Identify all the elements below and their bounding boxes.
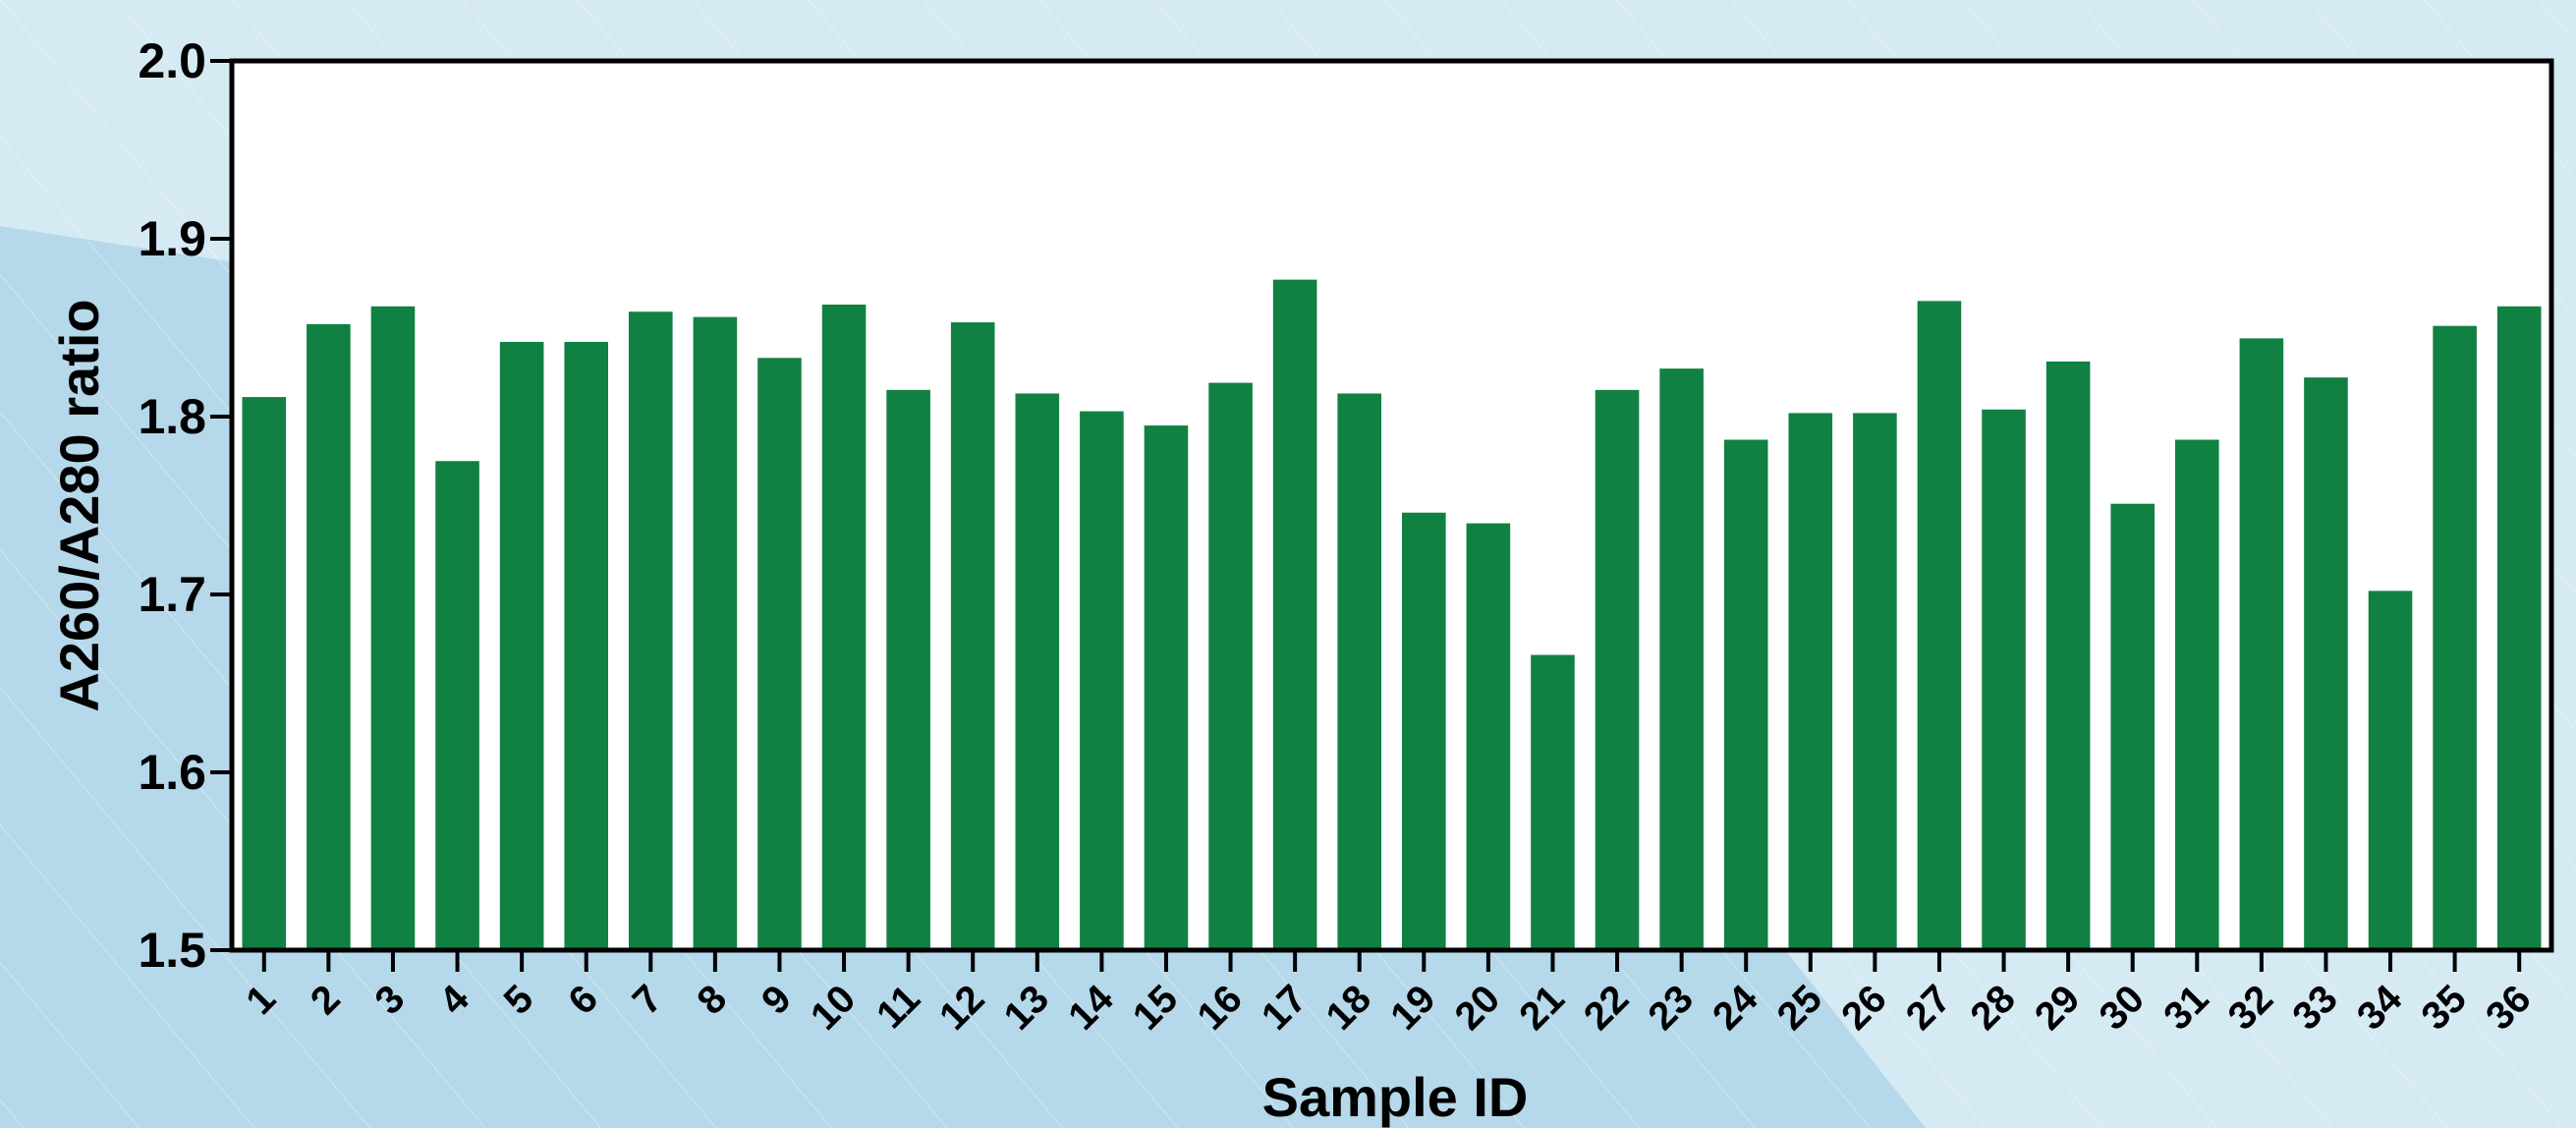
- bar-36: [2496, 306, 2542, 950]
- y-tick-label: 1.9: [138, 211, 206, 266]
- x-tick-label: 22: [1576, 977, 1638, 1039]
- x-tick-label: 28: [1962, 977, 2024, 1039]
- bar-21: [1531, 654, 1575, 950]
- bars: [242, 279, 2542, 951]
- bar-16: [1208, 382, 1253, 950]
- x-tick-label: 7: [625, 977, 671, 1023]
- bar-25: [1788, 413, 1833, 950]
- bar-6: [564, 341, 609, 951]
- x-tick-label: 26: [1833, 977, 1895, 1039]
- x-tick-label: 21: [1511, 977, 1573, 1039]
- x-tick-label: 19: [1382, 977, 1444, 1039]
- y-tick-label: 1.8: [138, 389, 206, 444]
- bar-24: [1723, 439, 1768, 950]
- bar-32: [2239, 338, 2284, 950]
- x-tick-label: 9: [754, 977, 800, 1023]
- x-tick-label: 20: [1447, 977, 1509, 1039]
- x-axis-title: Sample ID: [1262, 1066, 1529, 1128]
- x-tick-label: 27: [1898, 977, 1960, 1039]
- x-tick-label: 3: [366, 977, 413, 1023]
- bar-7: [628, 311, 673, 951]
- x-tick-label: 12: [931, 977, 993, 1039]
- y-tick-label: 1.7: [138, 567, 206, 622]
- bar-4: [435, 461, 479, 950]
- y-axis-title: A260/A280 ratio: [48, 299, 110, 711]
- bar-22: [1595, 389, 1640, 951]
- bar-26: [1853, 413, 1897, 950]
- bar-29: [2045, 361, 2091, 950]
- x-tick-label: 33: [2284, 977, 2346, 1039]
- bar-33: [2304, 377, 2348, 950]
- bar-34: [2368, 591, 2413, 950]
- bar-28: [1982, 409, 2026, 950]
- bar-15: [1144, 425, 1189, 950]
- bar-1: [242, 397, 287, 951]
- bar-27: [1917, 301, 1962, 951]
- bar-35: [2433, 325, 2477, 950]
- bar-30: [2110, 503, 2156, 950]
- plot-area: [232, 61, 2551, 950]
- bar-18: [1337, 393, 1382, 951]
- bar-20: [1466, 523, 1511, 950]
- bar-13: [1015, 393, 1060, 951]
- x-tick-label: 10: [803, 977, 865, 1039]
- y-tick-label: 1.6: [138, 745, 206, 800]
- y-tick-label: 1.5: [138, 923, 206, 978]
- bar-12: [950, 322, 995, 950]
- x-tick-label: 35: [2413, 977, 2475, 1039]
- x-tick-label: 1: [238, 977, 284, 1023]
- bar-14: [1080, 411, 1124, 950]
- x-tick-label: 31: [2156, 977, 2217, 1039]
- x-tick-label: 23: [1640, 977, 1702, 1039]
- x-tick-label: 29: [2027, 977, 2089, 1039]
- plot-frame: [229, 58, 2554, 953]
- x-tick-label: 16: [1189, 977, 1251, 1039]
- x-tick-label: 24: [1705, 977, 1766, 1039]
- x-tick-label: 4: [431, 977, 477, 1023]
- bar-9: [757, 358, 802, 950]
- x-tick-label: 14: [1060, 977, 1122, 1039]
- x-tick-label: 6: [560, 977, 606, 1023]
- bar-2: [307, 323, 351, 950]
- bar-10: [821, 304, 867, 951]
- x-tick-label: 5: [496, 977, 542, 1023]
- x-tick-label: 30: [2091, 977, 2153, 1039]
- x-tick-label: 11: [868, 977, 928, 1037]
- y-tick-label: 2.0: [138, 33, 206, 88]
- bar-11: [886, 389, 930, 951]
- x-tick-label: 32: [2220, 977, 2282, 1039]
- x-tick-label: 15: [1125, 977, 1187, 1039]
- x-tick-label: 17: [1254, 977, 1316, 1039]
- x-tick-label: 13: [996, 977, 1058, 1039]
- x-tick-label: 8: [689, 977, 735, 1023]
- x-tick-label: 36: [2478, 977, 2540, 1039]
- bar-3: [370, 306, 416, 950]
- y-axis-ticks: 1.5 1.6 1.7 1.8 1.9 2.0: [138, 33, 232, 978]
- bar-5: [499, 341, 544, 951]
- bar-8: [693, 316, 738, 950]
- x-tick-label: 34: [2349, 977, 2411, 1039]
- x-tick-label: 25: [1769, 977, 1831, 1039]
- bar-31: [2174, 439, 2219, 950]
- bar-19: [1401, 512, 1446, 950]
- bar-17: [1272, 279, 1317, 950]
- x-tick-label: 2: [303, 977, 349, 1023]
- bar-23: [1659, 368, 1704, 950]
- x-axis-ticks: 1 2 3 4 5 6 7 8 9 10 11 12 13 14 15 16 17 18 19 20 21 22 23 24 2…: [238, 950, 2540, 1039]
- x-tick-label: 18: [1317, 977, 1379, 1039]
